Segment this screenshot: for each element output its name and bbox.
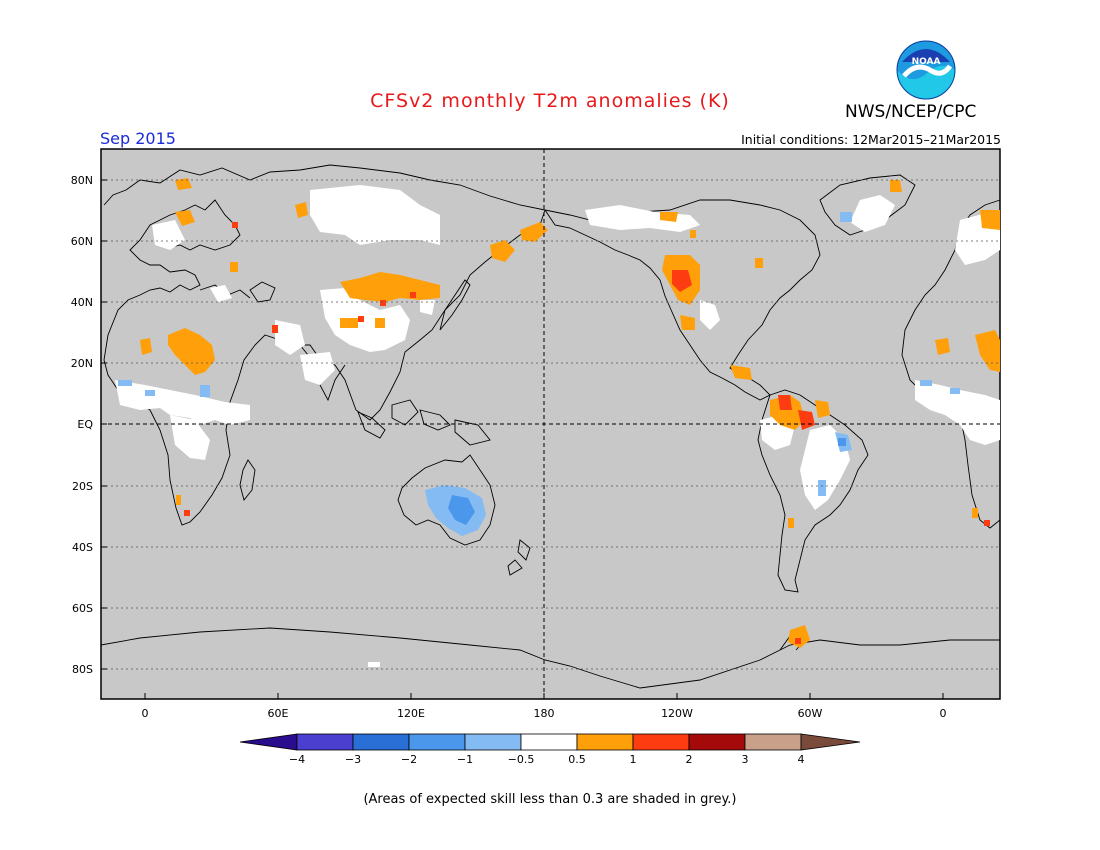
colorbar-segment bbox=[352, 733, 410, 751]
colorbar-segment bbox=[688, 733, 746, 751]
lat-label: 60S bbox=[72, 602, 93, 615]
colorbar-max-arrow bbox=[800, 733, 861, 751]
colorbar-label: −4 bbox=[289, 753, 305, 766]
colorbar-segment bbox=[632, 733, 690, 751]
agency-label: NWS/NCEP/CPC bbox=[845, 102, 977, 122]
lat-label: 60N bbox=[71, 235, 93, 248]
colorbar-label: −3 bbox=[345, 753, 361, 766]
lon-label: 60E bbox=[268, 707, 289, 720]
initial-conditions: Initial conditions: 12Mar2015–21Mar2015 bbox=[741, 132, 1001, 147]
colorbar bbox=[239, 733, 861, 751]
lon-label: 180 bbox=[534, 707, 555, 720]
noaa-logo-text: NOAA bbox=[912, 57, 941, 67]
frame-ticks bbox=[101, 179, 944, 699]
colorbar-label: 4 bbox=[798, 753, 805, 766]
lon-label: 0 bbox=[142, 707, 149, 720]
colorbar-segment bbox=[408, 733, 466, 751]
lat-label: 80S bbox=[72, 663, 93, 676]
colorbar-label: 2 bbox=[686, 753, 693, 766]
colorbar-segment bbox=[576, 733, 634, 751]
colorbar-label: −2 bbox=[401, 753, 417, 766]
lat-label: 80N bbox=[71, 174, 93, 187]
lon-label: 120E bbox=[397, 707, 425, 720]
lat-label: 20S bbox=[72, 480, 93, 493]
colorbar-segment bbox=[464, 733, 522, 751]
noaa-logo: NOAA bbox=[896, 40, 956, 100]
forecast-month: Sep 2015 bbox=[100, 129, 176, 148]
cool-anomaly-medium bbox=[448, 438, 846, 525]
near-normal-regions bbox=[115, 185, 1000, 667]
lon-label: 60W bbox=[798, 707, 823, 720]
colorbar-label: 1 bbox=[630, 753, 637, 766]
lat-label: 20N bbox=[71, 357, 93, 370]
colorbar-label: −1 bbox=[457, 753, 473, 766]
lat-label: 40N bbox=[71, 296, 93, 309]
lon-label: 120W bbox=[661, 707, 693, 720]
colorbar-label: −0.5 bbox=[508, 753, 535, 766]
warm-anomaly-medium bbox=[184, 222, 990, 644]
colorbar-segment bbox=[296, 733, 354, 751]
colorbar-segment bbox=[520, 733, 578, 751]
coast-antarctica bbox=[100, 627, 1000, 689]
skill-note: (Areas of expected skill less than 0.3 a… bbox=[363, 792, 737, 807]
coast-australia bbox=[397, 454, 496, 546]
coast-eurasia-africa bbox=[103, 164, 546, 526]
lat-label: EQ bbox=[77, 418, 93, 431]
chart-title: CFSv2 monthly T2m anomalies (K) bbox=[370, 90, 730, 112]
lat-label: 40S bbox=[72, 541, 93, 554]
colorbar-segment bbox=[744, 733, 802, 751]
colorbar-label: 0.5 bbox=[568, 753, 586, 766]
colorbar-min-arrow bbox=[239, 733, 298, 751]
coast-south-america bbox=[757, 389, 869, 593]
colorbar-label: 3 bbox=[742, 753, 749, 766]
lon-label: 0 bbox=[940, 707, 947, 720]
